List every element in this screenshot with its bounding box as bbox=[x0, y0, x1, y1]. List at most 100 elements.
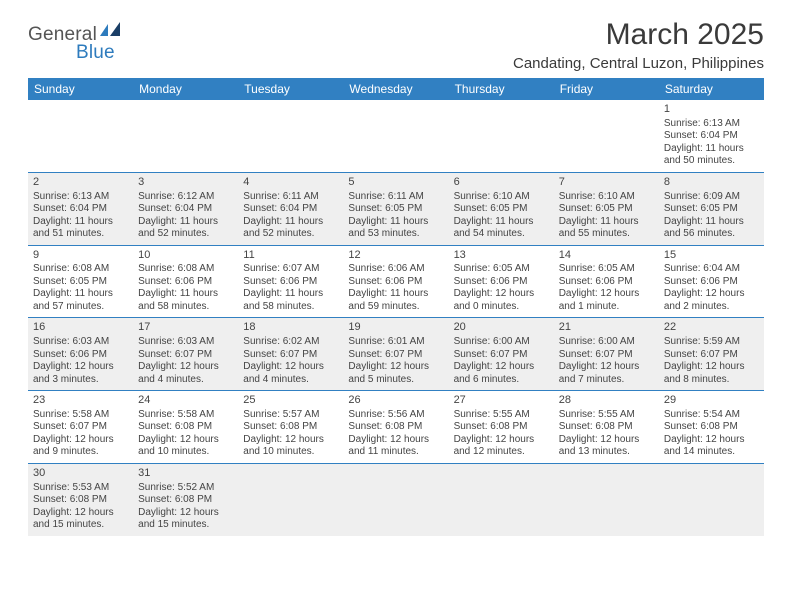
calendar-day-cell: 28Sunrise: 5:55 AMSunset: 6:08 PMDayligh… bbox=[554, 391, 659, 464]
daylight-text: Daylight: 11 hours bbox=[348, 216, 443, 229]
daylight-text: Daylight: 12 hours bbox=[138, 507, 233, 520]
sunset-text: Sunset: 6:06 PM bbox=[348, 276, 443, 289]
calendar-day-cell: 15Sunrise: 6:04 AMSunset: 6:06 PMDayligh… bbox=[659, 245, 764, 318]
sunrise-text: Sunrise: 6:00 AM bbox=[454, 336, 549, 349]
sunrise-text: Sunrise: 6:05 AM bbox=[454, 263, 549, 276]
calendar-day-cell: 11Sunrise: 6:07 AMSunset: 6:06 PMDayligh… bbox=[238, 245, 343, 318]
calendar-day-cell: 16Sunrise: 6:03 AMSunset: 6:06 PMDayligh… bbox=[28, 318, 133, 391]
day-headers-row: Sunday Monday Tuesday Wednesday Thursday… bbox=[28, 78, 764, 100]
sunset-text: Sunset: 6:08 PM bbox=[348, 421, 443, 434]
daylight-text: and 50 minutes. bbox=[664, 155, 759, 168]
calendar-day-cell: 31Sunrise: 5:52 AMSunset: 6:08 PMDayligh… bbox=[133, 463, 238, 535]
calendar-page: General March 2025 Candating, Central Lu… bbox=[0, 0, 792, 536]
sunset-text: Sunset: 6:04 PM bbox=[243, 203, 338, 216]
day-number: 14 bbox=[559, 249, 654, 263]
day-header: Tuesday bbox=[238, 78, 343, 100]
day-number: 13 bbox=[454, 249, 549, 263]
logo-text-blue: Blue bbox=[76, 42, 115, 63]
sunset-text: Sunset: 6:08 PM bbox=[454, 421, 549, 434]
sunset-text: Sunset: 6:07 PM bbox=[243, 349, 338, 362]
day-number: 24 bbox=[138, 394, 233, 408]
header: General March 2025 Candating, Central Lu… bbox=[28, 18, 764, 72]
day-number: 9 bbox=[33, 249, 128, 263]
daylight-text: Daylight: 11 hours bbox=[33, 288, 128, 301]
day-number: 27 bbox=[454, 394, 549, 408]
daylight-text: and 1 minute. bbox=[559, 301, 654, 314]
calendar-day-cell: 9Sunrise: 6:08 AMSunset: 6:05 PMDaylight… bbox=[28, 245, 133, 318]
calendar-day-cell: 1Sunrise: 6:13 AMSunset: 6:04 PMDaylight… bbox=[659, 100, 764, 172]
sunset-text: Sunset: 6:06 PM bbox=[664, 276, 759, 289]
calendar-day-cell: 22Sunrise: 5:59 AMSunset: 6:07 PMDayligh… bbox=[659, 318, 764, 391]
sunset-text: Sunset: 6:07 PM bbox=[348, 349, 443, 362]
daylight-text: Daylight: 12 hours bbox=[454, 434, 549, 447]
calendar-day-cell: 25Sunrise: 5:57 AMSunset: 6:08 PMDayligh… bbox=[238, 391, 343, 464]
calendar-week-row: 23Sunrise: 5:58 AMSunset: 6:07 PMDayligh… bbox=[28, 391, 764, 464]
daylight-text: Daylight: 12 hours bbox=[559, 288, 654, 301]
daylight-text: and 3 minutes. bbox=[33, 374, 128, 387]
sunrise-text: Sunrise: 6:00 AM bbox=[559, 336, 654, 349]
sunset-text: Sunset: 6:07 PM bbox=[138, 349, 233, 362]
sunset-text: Sunset: 6:05 PM bbox=[559, 203, 654, 216]
day-number: 23 bbox=[33, 394, 128, 408]
calendar-day-cell: 7Sunrise: 6:10 AMSunset: 6:05 PMDaylight… bbox=[554, 172, 659, 245]
calendar-week-row: 1Sunrise: 6:13 AMSunset: 6:04 PMDaylight… bbox=[28, 100, 764, 172]
daylight-text: and 57 minutes. bbox=[33, 301, 128, 314]
sunset-text: Sunset: 6:07 PM bbox=[454, 349, 549, 362]
calendar-day-cell bbox=[238, 463, 343, 535]
sunset-text: Sunset: 6:08 PM bbox=[243, 421, 338, 434]
day-number: 21 bbox=[559, 321, 654, 335]
daylight-text: Daylight: 12 hours bbox=[559, 361, 654, 374]
calendar-day-cell bbox=[659, 463, 764, 535]
calendar-day-cell: 3Sunrise: 6:12 AMSunset: 6:04 PMDaylight… bbox=[133, 172, 238, 245]
daylight-text: and 52 minutes. bbox=[243, 228, 338, 241]
calendar-day-cell: 26Sunrise: 5:56 AMSunset: 6:08 PMDayligh… bbox=[343, 391, 448, 464]
sunrise-text: Sunrise: 6:03 AM bbox=[33, 336, 128, 349]
day-header: Friday bbox=[554, 78, 659, 100]
sunrise-text: Sunrise: 6:13 AM bbox=[33, 191, 128, 204]
daylight-text: Daylight: 12 hours bbox=[243, 434, 338, 447]
day-number: 10 bbox=[138, 249, 233, 263]
daylight-text: and 51 minutes. bbox=[33, 228, 128, 241]
day-number: 29 bbox=[664, 394, 759, 408]
calendar-day-cell bbox=[343, 463, 448, 535]
daylight-text: and 53 minutes. bbox=[348, 228, 443, 241]
calendar-week-row: 30Sunrise: 5:53 AMSunset: 6:08 PMDayligh… bbox=[28, 463, 764, 535]
sunrise-text: Sunrise: 6:01 AM bbox=[348, 336, 443, 349]
day-number: 25 bbox=[243, 394, 338, 408]
location-subtitle: Candating, Central Luzon, Philippines bbox=[513, 55, 764, 72]
day-number: 1 bbox=[664, 103, 759, 117]
daylight-text: Daylight: 12 hours bbox=[559, 434, 654, 447]
calendar-day-cell bbox=[554, 100, 659, 172]
calendar-day-cell bbox=[449, 100, 554, 172]
day-number: 16 bbox=[33, 321, 128, 335]
sunrise-text: Sunrise: 6:13 AM bbox=[664, 118, 759, 131]
calendar-day-cell: 27Sunrise: 5:55 AMSunset: 6:08 PMDayligh… bbox=[449, 391, 554, 464]
day-number: 20 bbox=[454, 321, 549, 335]
daylight-text: Daylight: 12 hours bbox=[138, 361, 233, 374]
sunset-text: Sunset: 6:08 PM bbox=[138, 421, 233, 434]
daylight-text: and 4 minutes. bbox=[138, 374, 233, 387]
sunrise-text: Sunrise: 6:02 AM bbox=[243, 336, 338, 349]
daylight-text: Daylight: 11 hours bbox=[33, 216, 128, 229]
day-number: 17 bbox=[138, 321, 233, 335]
daylight-text: Daylight: 12 hours bbox=[33, 361, 128, 374]
day-header: Saturday bbox=[659, 78, 764, 100]
calendar-day-cell: 13Sunrise: 6:05 AMSunset: 6:06 PMDayligh… bbox=[449, 245, 554, 318]
sunrise-text: Sunrise: 5:52 AM bbox=[138, 482, 233, 495]
day-number: 18 bbox=[243, 321, 338, 335]
daylight-text: and 59 minutes. bbox=[348, 301, 443, 314]
day-number: 4 bbox=[243, 176, 338, 190]
sunset-text: Sunset: 6:07 PM bbox=[664, 349, 759, 362]
calendar-week-row: 2Sunrise: 6:13 AMSunset: 6:04 PMDaylight… bbox=[28, 172, 764, 245]
sunrise-text: Sunrise: 6:10 AM bbox=[559, 191, 654, 204]
day-header: Monday bbox=[133, 78, 238, 100]
sunrise-text: Sunrise: 6:10 AM bbox=[454, 191, 549, 204]
daylight-text: Daylight: 12 hours bbox=[33, 507, 128, 520]
daylight-text: and 7 minutes. bbox=[559, 374, 654, 387]
day-header: Wednesday bbox=[343, 78, 448, 100]
daylight-text: and 54 minutes. bbox=[454, 228, 549, 241]
day-number: 5 bbox=[348, 176, 443, 190]
calendar-day-cell: 17Sunrise: 6:03 AMSunset: 6:07 PMDayligh… bbox=[133, 318, 238, 391]
calendar-week-row: 9Sunrise: 6:08 AMSunset: 6:05 PMDaylight… bbox=[28, 245, 764, 318]
daylight-text: and 13 minutes. bbox=[559, 446, 654, 459]
